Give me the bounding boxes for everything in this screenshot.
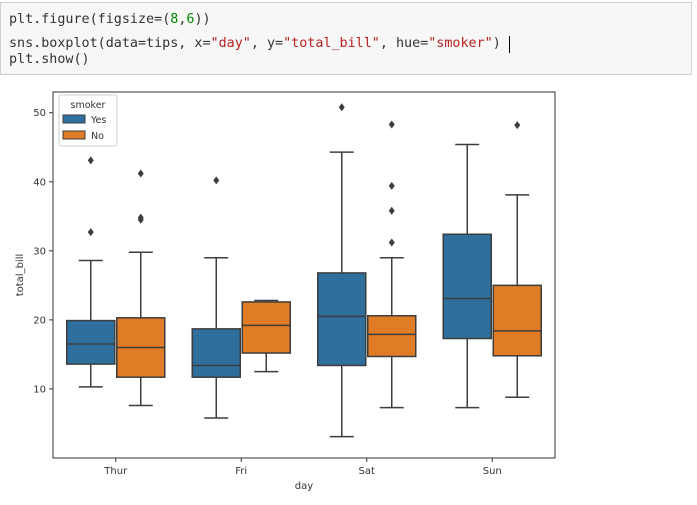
outlier-point — [338, 103, 345, 112]
outlier-point — [388, 238, 395, 247]
x-axis-label: day — [295, 481, 313, 492]
legend-label: Yes — [90, 115, 106, 126]
code-token: ) — [492, 36, 501, 51]
box-no — [492, 284, 542, 357]
code-cell-input[interactable]: plt.figure(figsize=(8,6)) sns.boxplot(da… — [0, 2, 692, 75]
box-yes — [442, 233, 492, 340]
code-token: "total_bill" — [283, 36, 380, 51]
outlier-point — [388, 120, 395, 129]
code-token: , hue= — [379, 36, 429, 51]
box-yes — [317, 272, 367, 367]
code-token: , y= — [250, 36, 284, 51]
code-token: , — [178, 12, 187, 27]
code-token: 8 — [170, 12, 179, 27]
y-tick-label: 10 — [33, 384, 46, 395]
code-token: 6 — [186, 12, 195, 27]
code-token: "day" — [210, 36, 251, 51]
x-tick-label: Thur — [103, 466, 128, 477]
y-tick-label: 30 — [33, 246, 46, 257]
box-no — [367, 314, 417, 358]
outlier-point — [87, 228, 94, 237]
y-axis-label: total_bill — [15, 254, 26, 297]
box-no — [241, 301, 291, 354]
y-tick-label: 50 — [33, 108, 46, 119]
outlier-point — [514, 121, 521, 130]
text-cursor — [509, 36, 510, 53]
code-line-1: plt.figure(figsize=(8,6)) — [9, 12, 211, 28]
outlier-point — [388, 206, 395, 215]
y-tick-label: 40 — [33, 177, 46, 188]
outlier-point — [137, 169, 144, 178]
legend-swatch — [62, 114, 86, 124]
legend-label: No — [91, 131, 104, 142]
code-token: ( — [162, 12, 171, 27]
legend-swatch — [62, 130, 86, 140]
x-tick-label: Fri — [235, 466, 247, 477]
legend-title: smoker — [71, 100, 106, 111]
outlier-point — [388, 181, 395, 190]
code-token: plt.figure(figsize= — [9, 12, 163, 27]
outlier-point — [87, 156, 94, 165]
code-token: sns.boxplot(data=tips, x= — [9, 36, 211, 51]
code-token: "smoker" — [428, 36, 493, 51]
box-yes — [191, 328, 241, 378]
code-line-2: sns.boxplot(data=tips, x="day", y="total… — [9, 36, 501, 52]
box-yes — [66, 319, 116, 365]
y-tick-label: 20 — [33, 315, 46, 326]
x-tick-label: Sat — [359, 466, 375, 477]
code-token: )) — [194, 12, 211, 27]
outlier-point — [137, 213, 144, 222]
code-token: plt.show() — [9, 52, 90, 67]
outlier-point — [213, 176, 220, 185]
boxplot-chart: 10 20 30 40 50 Thur Fri Sat Sun day total_bill smok… — [15, 91, 556, 492]
code-line-3: plt.show() — [9, 52, 90, 68]
x-tick-label: Sun — [483, 466, 502, 477]
